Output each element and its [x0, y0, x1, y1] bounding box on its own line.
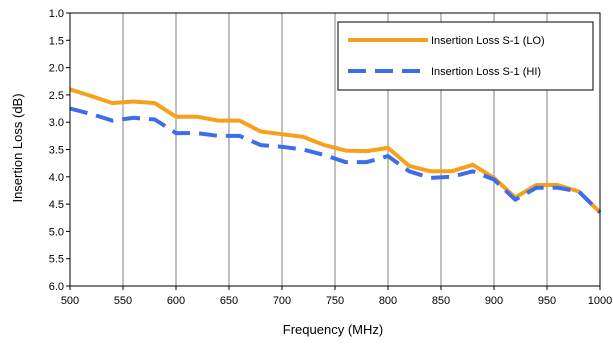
y-tick-label: 1.5: [49, 35, 64, 47]
y-tick-label: 6.0: [49, 281, 64, 293]
x-tick-label: 500: [61, 295, 79, 307]
series-line-hi: [69, 106, 602, 214]
plot-frame: [69, 12, 601, 287]
x-tick-label: 1000: [588, 295, 612, 307]
x-tick-label: 600: [167, 295, 185, 307]
y-tick-label: 5.0: [49, 226, 64, 238]
y-tick-label: 3.0: [49, 117, 64, 129]
x-tick-label: 550: [114, 295, 132, 307]
y-tick-label: 1.0: [49, 8, 64, 20]
x-tick-label: 750: [326, 295, 344, 307]
x-tick-label: 700: [273, 295, 291, 307]
x-tick-label: 950: [538, 295, 556, 307]
legend: Insertion Loss S-1 (LO) Insertion Loss S…: [337, 21, 594, 91]
legend-label-lo: Insertion Loss S-1 (LO): [431, 35, 545, 47]
y-tick-label: 2.5: [49, 90, 64, 102]
x-tick-label: 650: [220, 295, 238, 307]
y-tick-label: 2.0: [49, 63, 64, 75]
series-lines: [69, 87, 602, 214]
y-axis-title: Insertion Loss (dB): [10, 93, 25, 202]
y-tick-label: 4.5: [49, 199, 64, 211]
x-tick-label: 800: [379, 295, 397, 307]
y-tick-label: 4.0: [49, 172, 64, 184]
x-tick-label: 900: [485, 295, 503, 307]
legend-label-hi: Insertion Loss S-1 (HI): [431, 66, 541, 78]
tick-labels: 500 550 600 650 700 750 800 850 900 950 1000 1.0 1.5…: [49, 8, 613, 307]
legend-box: [337, 21, 594, 91]
axes: [66, 12, 601, 290]
x-tick-label: 850: [432, 295, 450, 307]
x-axis-title: Frequency (MHz): [283, 322, 383, 337]
y-tick-label: 5.5: [49, 254, 64, 266]
y-tick-label: 3.5: [49, 145, 64, 157]
